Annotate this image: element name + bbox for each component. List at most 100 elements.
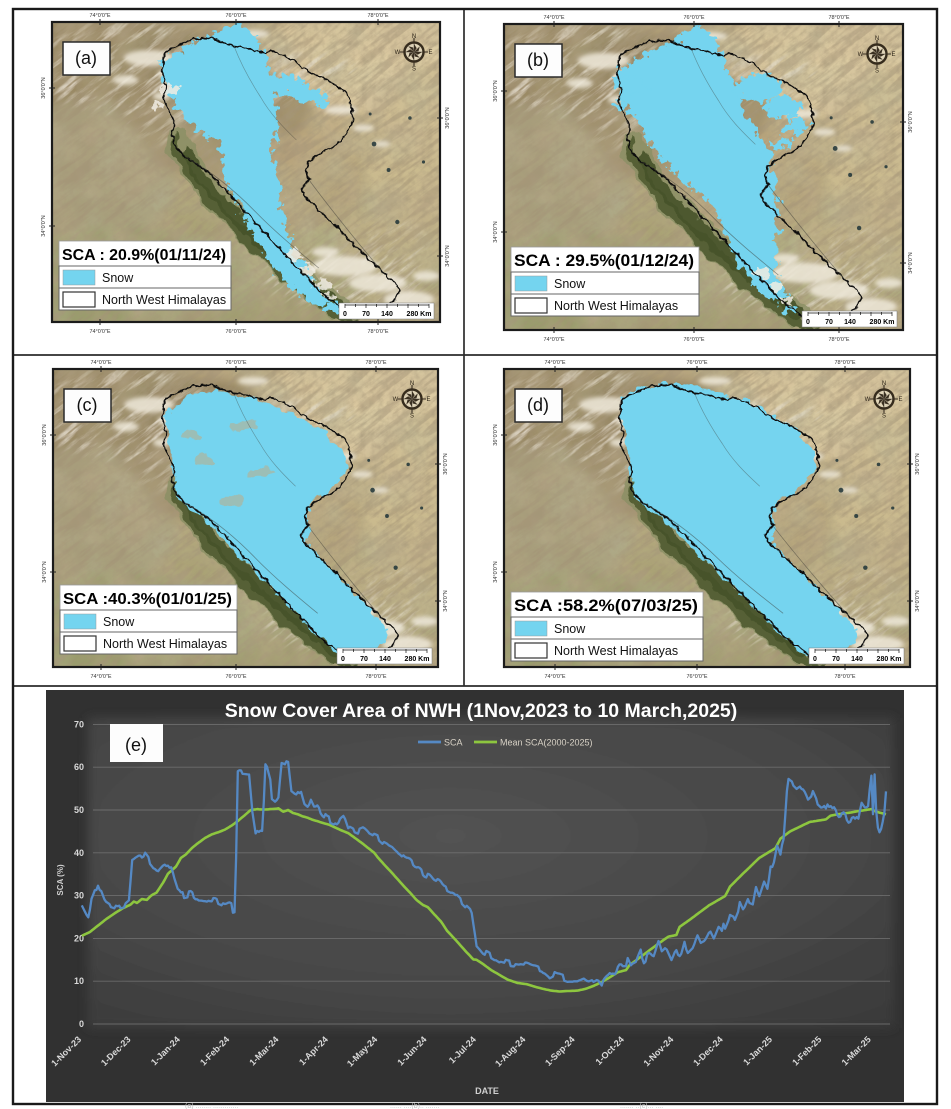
- svg-text:W: W: [395, 50, 401, 56]
- svg-text:W: W: [865, 397, 871, 403]
- svg-text:70: 70: [825, 319, 833, 326]
- svg-text:78°0'0"E: 78°0'0"E: [834, 674, 855, 680]
- svg-text:280 Km: 280 Km: [870, 319, 895, 326]
- svg-text:36°0'0"N: 36°0'0"N: [908, 111, 914, 132]
- svg-text:34°0'0"N: 34°0'0"N: [443, 590, 449, 611]
- svg-text:(e): (e): [125, 735, 147, 755]
- svg-text:36°0'0"N: 36°0'0"N: [41, 77, 47, 98]
- svg-text:76°0'0"E: 76°0'0"E: [686, 360, 707, 366]
- svg-text:0: 0: [343, 311, 347, 318]
- svg-text:(b): (b): [527, 50, 549, 70]
- svg-text:76°0'0"E: 76°0'0"E: [686, 674, 707, 680]
- svg-text:140: 140: [851, 656, 863, 663]
- svg-text:36°0'0"N: 36°0'0"N: [445, 107, 451, 128]
- svg-text:...... ....(b).. .......: ...... ....(b).. .......: [390, 1103, 439, 1109]
- svg-text:34°0'0"N: 34°0'0"N: [41, 215, 47, 236]
- svg-text:SCA : 20.9%(01/11/24): SCA : 20.9%(01/11/24): [62, 247, 226, 264]
- svg-text:Snow: Snow: [102, 271, 134, 285]
- svg-text:36°0'0"N: 36°0'0"N: [493, 424, 499, 445]
- svg-text:E: E: [898, 397, 902, 403]
- svg-text:78°0'0"E: 78°0'0"E: [834, 360, 855, 366]
- svg-text:36°0'0"N: 36°0'0"N: [42, 424, 48, 445]
- svg-text:34°0'0"N: 34°0'0"N: [915, 590, 921, 611]
- svg-text:0: 0: [79, 1019, 84, 1029]
- svg-text:0: 0: [341, 656, 345, 663]
- svg-text:280 Km: 280 Km: [405, 656, 430, 663]
- svg-text:N: N: [410, 381, 414, 387]
- svg-text:70: 70: [360, 656, 368, 663]
- svg-text:30: 30: [74, 891, 84, 901]
- svg-text:34°0'0"N: 34°0'0"N: [42, 561, 48, 582]
- svg-text:S: S: [412, 67, 416, 73]
- svg-text:0: 0: [813, 656, 817, 663]
- svg-text:36°0'0"N: 36°0'0"N: [443, 453, 449, 474]
- svg-text:40: 40: [74, 848, 84, 858]
- svg-text:140: 140: [844, 319, 856, 326]
- svg-text:10: 10: [74, 976, 84, 986]
- svg-text:76°0'0"E: 76°0'0"E: [225, 13, 246, 19]
- svg-text:North West Himalayas: North West Himalayas: [102, 293, 226, 307]
- svg-text:280 Km: 280 Km: [407, 311, 432, 318]
- svg-text:Mean SCA(2000-2025): Mean SCA(2000-2025): [500, 738, 593, 748]
- svg-text:78°0'0"E: 78°0'0"E: [828, 337, 849, 343]
- svg-text:N: N: [882, 381, 886, 387]
- svg-text:74°0'0"E: 74°0'0"E: [90, 360, 111, 366]
- svg-text:(a): (a): [75, 48, 97, 68]
- svg-text:20: 20: [74, 933, 84, 943]
- svg-text:S: S: [882, 414, 886, 420]
- svg-text:74°0'0"E: 74°0'0"E: [544, 360, 565, 366]
- svg-text:34°0'0"N: 34°0'0"N: [908, 252, 914, 273]
- svg-text:34°0'0"N: 34°0'0"N: [493, 561, 499, 582]
- svg-text:140: 140: [379, 656, 391, 663]
- svg-text:Snow: Snow: [103, 615, 135, 629]
- svg-text:78°0'0"E: 78°0'0"E: [828, 15, 849, 21]
- svg-text:74°0'0"E: 74°0'0"E: [89, 13, 110, 19]
- svg-text:W: W: [858, 52, 864, 58]
- svg-text:Snow: Snow: [554, 622, 586, 636]
- svg-text:SCA: SCA: [444, 738, 463, 748]
- svg-text:50: 50: [74, 805, 84, 815]
- svg-text:76°0'0"E: 76°0'0"E: [683, 337, 704, 343]
- svg-text:Snow: Snow: [554, 277, 586, 291]
- svg-text:78°0'0"E: 78°0'0"E: [365, 674, 386, 680]
- svg-text:74°0'0"E: 74°0'0"E: [544, 674, 565, 680]
- svg-text:76°0'0"E: 76°0'0"E: [225, 360, 246, 366]
- svg-text:SCA : 29.5%(01/12/24): SCA : 29.5%(01/12/24): [514, 252, 694, 270]
- svg-text:North West Himalayas: North West Himalayas: [554, 299, 678, 313]
- svg-text:DATE: DATE: [475, 1086, 499, 1096]
- svg-text:74°0'0"E: 74°0'0"E: [543, 337, 564, 343]
- svg-text:76°0'0"E: 76°0'0"E: [683, 15, 704, 21]
- svg-text:78°0'0"E: 78°0'0"E: [367, 329, 388, 335]
- svg-text:SCA :58.2%(07/03/25): SCA :58.2%(07/03/25): [514, 596, 698, 615]
- svg-text:34°0'0"N: 34°0'0"N: [493, 221, 499, 242]
- svg-text:(a) ........ .............: (a) ........ .............: [185, 1103, 238, 1109]
- svg-text:North West Himalayas: North West Himalayas: [103, 637, 227, 651]
- svg-text:Snow Cover Area of NWH (1Nov,2: Snow Cover Area of NWH (1Nov,2023 to 10 …: [225, 700, 738, 722]
- svg-text:E: E: [891, 52, 895, 58]
- svg-text:E: E: [428, 50, 432, 56]
- svg-text:74°0'0"E: 74°0'0"E: [89, 329, 110, 335]
- svg-text:S: S: [410, 414, 414, 420]
- svg-text:34°0'0"N: 34°0'0"N: [445, 245, 451, 266]
- svg-text:0: 0: [806, 319, 810, 326]
- svg-text:W: W: [393, 397, 399, 403]
- svg-text:(c): (c): [77, 395, 98, 415]
- svg-text:E: E: [426, 397, 430, 403]
- svg-text:SCA (%): SCA (%): [56, 864, 65, 896]
- svg-text:N: N: [875, 36, 879, 42]
- svg-text:70: 70: [362, 311, 370, 318]
- svg-text:74°0'0"E: 74°0'0"E: [543, 15, 564, 21]
- svg-text:36°0'0"N: 36°0'0"N: [915, 453, 921, 474]
- svg-text:280 Km: 280 Km: [877, 656, 902, 663]
- svg-text:36°0'0"N: 36°0'0"N: [493, 80, 499, 101]
- svg-text:76°0'0"E: 76°0'0"E: [225, 329, 246, 335]
- svg-text:SCA :40.3%(01/01/25): SCA :40.3%(01/01/25): [63, 591, 232, 608]
- svg-text:70: 70: [74, 719, 84, 729]
- svg-text:78°0'0"E: 78°0'0"E: [367, 13, 388, 19]
- svg-text:N: N: [412, 34, 416, 40]
- svg-text:140: 140: [381, 311, 393, 318]
- svg-text:(d): (d): [527, 395, 549, 415]
- svg-text:70: 70: [832, 656, 840, 663]
- svg-text:76°0'0"E: 76°0'0"E: [225, 674, 246, 680]
- svg-text:....... ..(c)... ....: ....... ..(c)... ....: [620, 1103, 663, 1109]
